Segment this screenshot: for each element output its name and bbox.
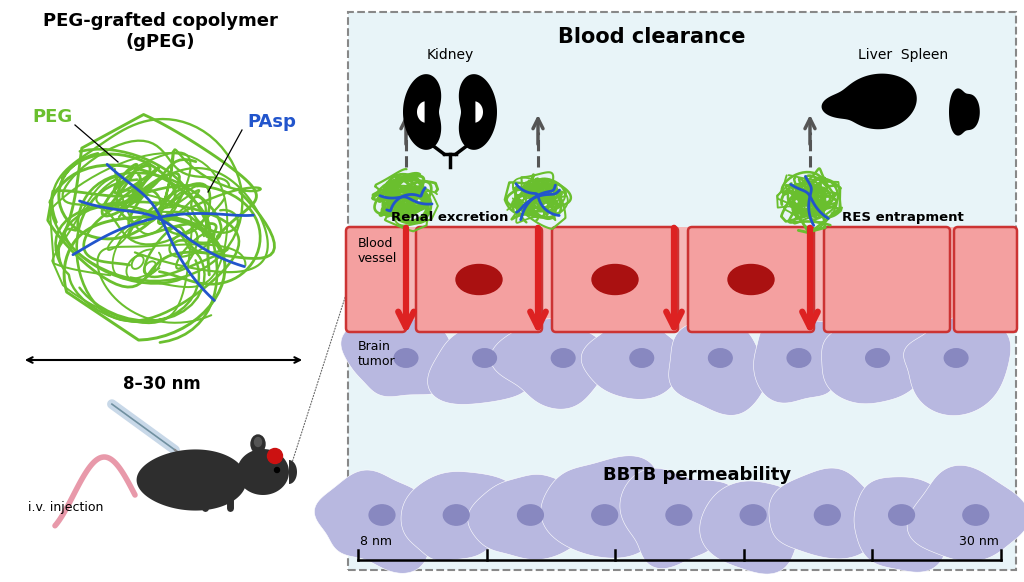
Ellipse shape — [251, 435, 265, 453]
Ellipse shape — [394, 349, 418, 367]
Polygon shape — [314, 470, 430, 573]
Circle shape — [274, 467, 280, 473]
Polygon shape — [428, 317, 531, 404]
Text: 8–30 nm: 8–30 nm — [123, 375, 201, 393]
Ellipse shape — [814, 505, 841, 525]
Text: Blood clearance: Blood clearance — [558, 27, 745, 47]
Ellipse shape — [787, 349, 811, 367]
FancyBboxPatch shape — [688, 227, 814, 332]
Polygon shape — [949, 88, 980, 136]
Ellipse shape — [709, 349, 732, 367]
Ellipse shape — [551, 349, 575, 367]
Ellipse shape — [740, 505, 766, 525]
Polygon shape — [582, 310, 685, 399]
Polygon shape — [403, 74, 441, 150]
Polygon shape — [417, 101, 425, 123]
Ellipse shape — [865, 349, 890, 367]
Ellipse shape — [369, 505, 395, 525]
Polygon shape — [136, 449, 247, 510]
Text: i.v. injection: i.v. injection — [28, 501, 103, 514]
Text: Brain
tumor: Brain tumor — [358, 340, 395, 368]
Polygon shape — [907, 466, 1024, 562]
Bar — [348, 227, 1016, 332]
FancyBboxPatch shape — [346, 227, 406, 332]
Ellipse shape — [889, 505, 914, 525]
FancyBboxPatch shape — [416, 227, 542, 332]
Polygon shape — [490, 318, 608, 409]
Text: Kidney: Kidney — [426, 48, 474, 62]
FancyBboxPatch shape — [824, 227, 950, 332]
Text: Liver  Spleen: Liver Spleen — [858, 48, 948, 62]
Polygon shape — [401, 471, 521, 561]
Text: PEG-grafted copolymer
(gPEG): PEG-grafted copolymer (gPEG) — [43, 12, 278, 51]
Text: Renal excretion: Renal excretion — [391, 211, 509, 224]
Ellipse shape — [517, 505, 544, 525]
Text: BBTB permeability: BBTB permeability — [603, 466, 792, 484]
Polygon shape — [769, 468, 886, 559]
Text: Blood
vessel: Blood vessel — [358, 237, 397, 265]
FancyBboxPatch shape — [954, 227, 1017, 332]
Polygon shape — [669, 321, 766, 416]
Ellipse shape — [630, 349, 653, 367]
Ellipse shape — [456, 264, 502, 294]
Text: 30 nm: 30 nm — [959, 535, 999, 548]
Polygon shape — [821, 319, 940, 404]
Polygon shape — [341, 315, 465, 397]
Ellipse shape — [255, 438, 261, 446]
Text: PAsp: PAsp — [248, 113, 296, 131]
Text: RES entrapment: RES entrapment — [842, 211, 964, 224]
Polygon shape — [289, 460, 297, 484]
Polygon shape — [475, 101, 483, 123]
FancyBboxPatch shape — [552, 227, 678, 332]
Circle shape — [267, 449, 283, 463]
Ellipse shape — [963, 505, 989, 525]
Polygon shape — [620, 468, 738, 569]
Ellipse shape — [666, 505, 692, 525]
Ellipse shape — [473, 349, 497, 367]
Text: PEG: PEG — [32, 108, 72, 126]
Ellipse shape — [592, 505, 617, 525]
Ellipse shape — [728, 264, 774, 294]
Ellipse shape — [443, 505, 469, 525]
Polygon shape — [459, 74, 497, 150]
Polygon shape — [541, 456, 659, 558]
Polygon shape — [821, 73, 916, 129]
Bar — [348, 12, 1016, 570]
Polygon shape — [903, 316, 1011, 416]
Ellipse shape — [944, 349, 968, 367]
Text: 8 nm: 8 nm — [360, 535, 392, 548]
Polygon shape — [468, 474, 590, 560]
Polygon shape — [237, 449, 289, 495]
Polygon shape — [754, 318, 842, 403]
Polygon shape — [854, 477, 953, 572]
Ellipse shape — [592, 264, 638, 294]
Polygon shape — [699, 481, 806, 574]
